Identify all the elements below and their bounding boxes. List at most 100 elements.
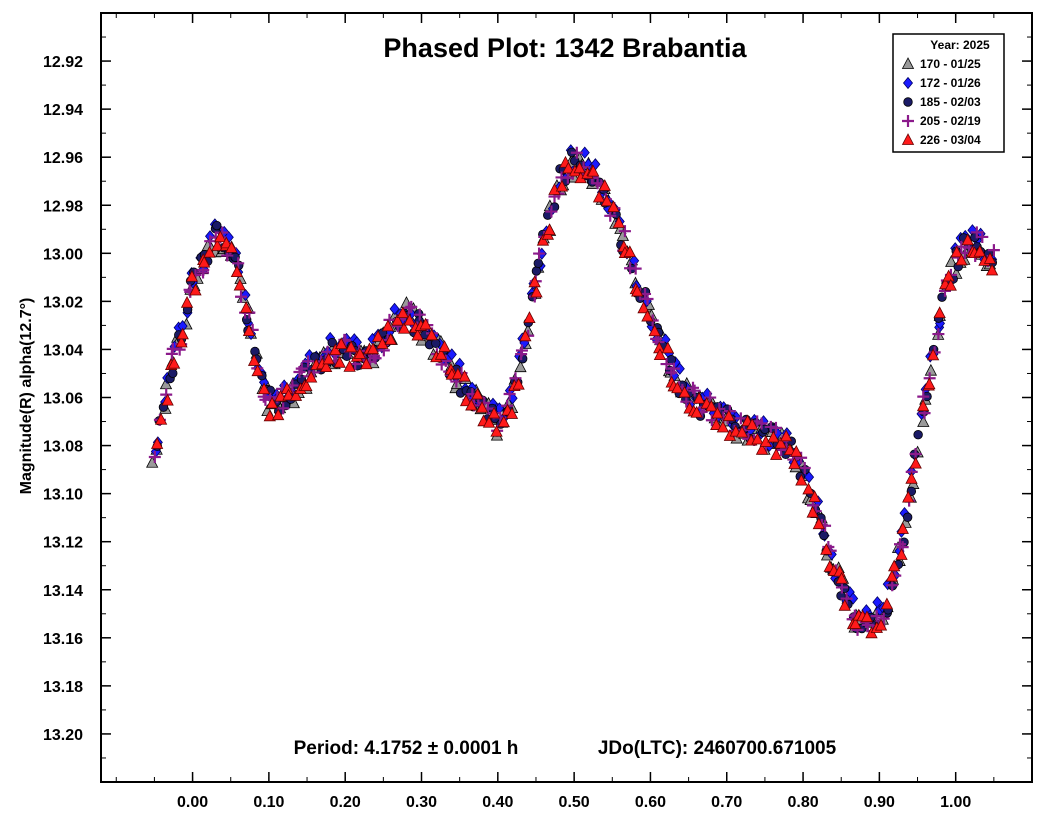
data-point (471, 387, 484, 400)
data-point (944, 278, 957, 291)
data-point (711, 406, 724, 419)
data-point (257, 382, 271, 395)
data-point (985, 263, 999, 276)
chart-title: Phased Plot: 1342 Brabantia (383, 33, 747, 63)
data-point (533, 258, 543, 268)
y-tick-label: 13.02 (43, 294, 83, 311)
period-annotation: Period: 4.1752 ± 0.0001 h (294, 738, 519, 759)
legend-label: 226 - 03/04 (920, 133, 981, 147)
data-point (519, 329, 532, 342)
data-point (688, 384, 701, 397)
data-point (983, 252, 997, 264)
data-point (150, 437, 164, 449)
data-point (533, 247, 546, 260)
data-point (232, 257, 245, 270)
data-point (612, 216, 625, 228)
data-point (973, 244, 986, 257)
data-point (235, 290, 248, 303)
x-tick-label: 0.30 (406, 794, 437, 811)
data-point (272, 408, 285, 421)
x-tick-label: 1.00 (940, 794, 971, 811)
data-point (531, 266, 542, 276)
y-axis-label: Magnitude(R) alpha(12.7°) (18, 298, 35, 495)
data-point (924, 363, 938, 376)
data-point (798, 461, 811, 474)
data-point (820, 543, 833, 555)
data-point (148, 450, 161, 463)
data-point (505, 407, 519, 419)
data-point (327, 337, 337, 348)
data-point (250, 346, 260, 357)
data-point (802, 482, 815, 495)
data-point (343, 359, 356, 372)
y-tick-label: 12.96 (43, 150, 83, 167)
data-point (482, 415, 496, 428)
data-point (819, 530, 829, 541)
data-point (220, 236, 233, 249)
data-point (877, 612, 890, 625)
data-point (808, 490, 821, 502)
data-point (438, 340, 451, 352)
data-point (661, 341, 675, 354)
legend-marker (903, 97, 913, 107)
data-point (896, 522, 909, 534)
legend-box (892, 33, 1005, 153)
data-point (523, 311, 536, 323)
data-point (722, 409, 735, 422)
data-point (405, 300, 418, 313)
y-tick-label: 12.98 (43, 198, 83, 215)
data-point (515, 344, 528, 357)
data-point (710, 418, 723, 430)
data-point (397, 321, 411, 334)
data-point (913, 430, 923, 440)
data-point (690, 405, 703, 418)
data-point (168, 368, 178, 378)
data-point (419, 317, 432, 330)
x-tick-label: 0.90 (864, 794, 895, 811)
data-point (333, 355, 346, 368)
data-point (623, 245, 636, 258)
data-point (570, 146, 583, 159)
data-point (562, 161, 575, 174)
data-point (838, 598, 851, 611)
data-point (512, 377, 525, 390)
data-point (497, 415, 510, 428)
legend: Year: 2025 170 - 01/25 172 - 01/26 185 - 0… (892, 33, 1005, 153)
data-point (618, 225, 631, 238)
data-point (579, 146, 590, 159)
data-point (458, 369, 471, 382)
data-point (451, 367, 465, 380)
data-point (384, 332, 397, 345)
x-tick-label: 0.00 (177, 794, 208, 811)
data-point (755, 417, 768, 430)
y-tick-label: 12.92 (43, 54, 83, 71)
x-tick-label: 0.20 (330, 794, 361, 811)
data-point (795, 451, 808, 464)
data-point (667, 362, 680, 375)
y-tick-label: 13.14 (43, 583, 83, 600)
data-point (247, 354, 261, 366)
data-point (251, 364, 264, 377)
epoch-annotation: JDo(LTC): 2460700.671005 (598, 738, 837, 759)
data-point (396, 306, 409, 319)
data-point (755, 442, 769, 455)
data-point (600, 194, 614, 207)
data-point (185, 269, 199, 282)
data-point (926, 348, 940, 361)
data-point (353, 347, 367, 359)
data-point (371, 330, 385, 342)
data-point (631, 284, 644, 297)
data-point (240, 301, 253, 313)
data-point (465, 398, 478, 411)
data-point (933, 306, 946, 319)
legend-marker (902, 115, 914, 127)
data-point (592, 190, 606, 203)
legend-marker (902, 76, 914, 90)
y-tick-label: 12.94 (43, 102, 83, 119)
data-point (870, 610, 883, 623)
data-point (705, 399, 718, 412)
data-point (641, 292, 654, 305)
data-point (265, 396, 279, 409)
data-point (545, 205, 558, 218)
data-point (225, 241, 238, 253)
